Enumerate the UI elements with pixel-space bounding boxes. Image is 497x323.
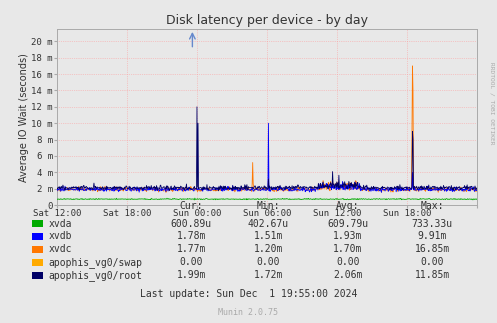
Text: apophis_vg0/swap: apophis_vg0/swap [49, 257, 143, 268]
Text: 0.00: 0.00 [179, 257, 203, 267]
Text: 1.20m: 1.20m [253, 245, 283, 254]
Text: 0.00: 0.00 [336, 257, 360, 267]
Text: 16.85m: 16.85m [415, 245, 450, 254]
Text: Max:: Max: [420, 201, 444, 211]
Text: RRDTOOL / TOBI OETIKER: RRDTOOL / TOBI OETIKER [490, 62, 495, 145]
Text: 609.79u: 609.79u [328, 219, 368, 228]
Text: 1.72m: 1.72m [253, 270, 283, 280]
Text: Cur:: Cur: [179, 201, 203, 211]
Text: xvdb: xvdb [49, 232, 72, 241]
Text: Min:: Min: [256, 201, 280, 211]
Y-axis label: Average IO Wait (seconds): Average IO Wait (seconds) [19, 53, 29, 182]
Text: 1.51m: 1.51m [253, 232, 283, 241]
Text: 0.00: 0.00 [420, 257, 444, 267]
Text: 11.85m: 11.85m [415, 270, 450, 280]
Text: 1.93m: 1.93m [333, 232, 363, 241]
Text: 0.00: 0.00 [256, 257, 280, 267]
Text: xvda: xvda [49, 219, 72, 228]
Text: 402.67u: 402.67u [248, 219, 289, 228]
Text: 1.77m: 1.77m [176, 245, 206, 254]
Text: Last update: Sun Dec  1 19:55:00 2024: Last update: Sun Dec 1 19:55:00 2024 [140, 288, 357, 298]
Text: 733.33u: 733.33u [412, 219, 453, 228]
Text: 1.70m: 1.70m [333, 245, 363, 254]
Text: 9.91m: 9.91m [417, 232, 447, 241]
Text: Munin 2.0.75: Munin 2.0.75 [219, 308, 278, 317]
Text: 1.78m: 1.78m [176, 232, 206, 241]
Title: Disk latency per device - by day: Disk latency per device - by day [166, 14, 368, 26]
Text: 600.89u: 600.89u [171, 219, 212, 228]
Text: xvdc: xvdc [49, 245, 72, 254]
Text: apophis_vg0/root: apophis_vg0/root [49, 270, 143, 281]
Text: 2.06m: 2.06m [333, 270, 363, 280]
Text: Avg:: Avg: [336, 201, 360, 211]
Text: 1.99m: 1.99m [176, 270, 206, 280]
